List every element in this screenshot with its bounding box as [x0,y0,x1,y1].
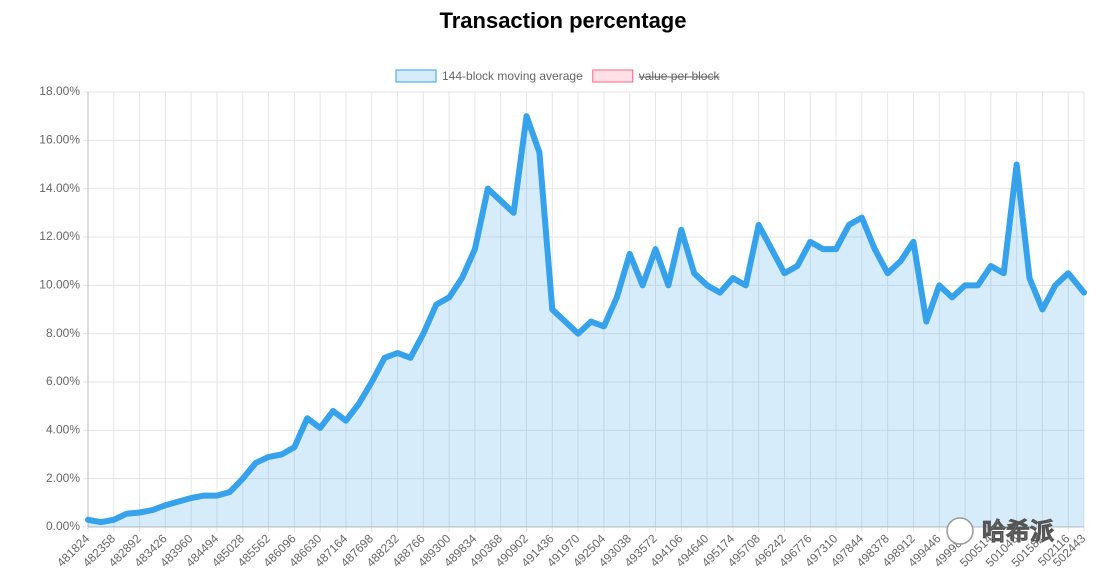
legend-swatch [395,69,437,83]
y-tick-label: 16.00% [39,133,80,147]
y-tick-label: 18.00% [39,84,80,98]
legend-label: value per block [639,69,721,83]
y-tick-label: 12.00% [39,229,80,243]
area [88,116,1084,528]
line [85,113,1087,526]
y-tick-label: 14.00% [39,181,80,195]
y-tick-label: 0.00% [46,519,80,533]
y-tick-label: 6.00% [46,374,80,388]
legend-item: value per block [592,69,721,83]
y-tick-label: 2.00% [46,471,80,485]
legend-swatch [592,69,634,83]
watermark: 哈希派 [982,517,1054,545]
y-tick-label: 8.00% [46,326,80,340]
watermark-icon [946,517,974,545]
y-tick-label: 4.00% [46,423,80,437]
legend-item: 144-block moving average [395,69,583,83]
y-tick-label: 10.00% [39,278,80,292]
legend-label: 144-block moving average [442,69,583,83]
chart-title: Transaction percentage [440,8,687,33]
